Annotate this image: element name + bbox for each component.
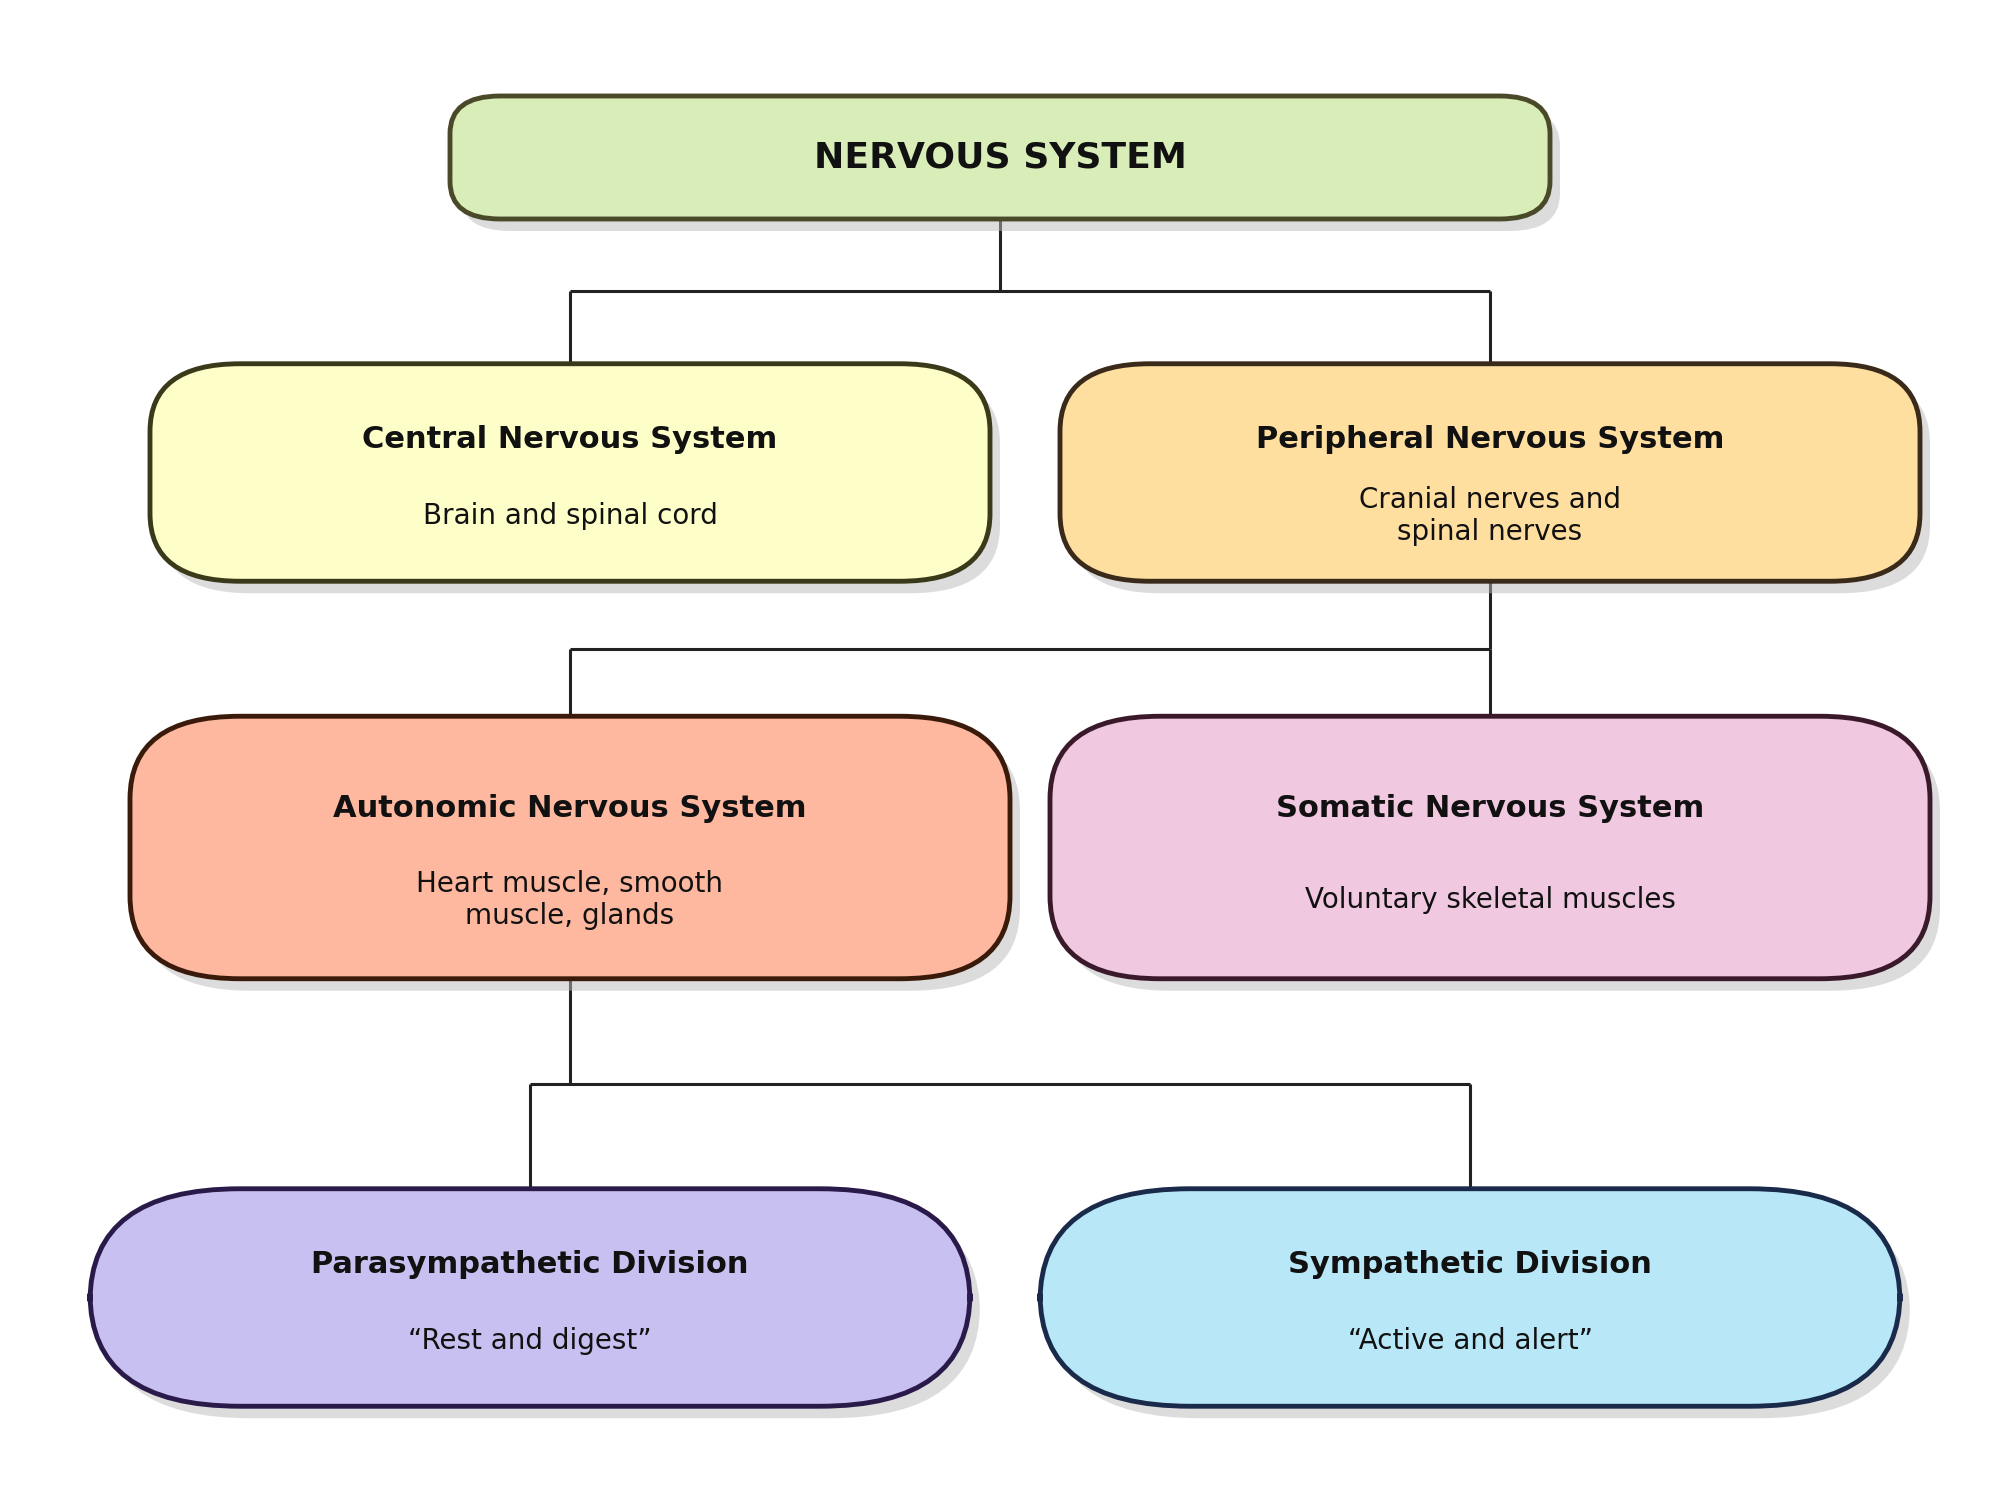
Text: Sympathetic Division: Sympathetic Division xyxy=(1288,1251,1652,1280)
Text: “Rest and digest”: “Rest and digest” xyxy=(408,1328,652,1354)
Text: Heart muscle, smooth
muscle, glands: Heart muscle, smooth muscle, glands xyxy=(416,870,724,930)
FancyBboxPatch shape xyxy=(1060,364,1920,580)
FancyBboxPatch shape xyxy=(450,96,1550,219)
FancyBboxPatch shape xyxy=(1040,1188,1900,1407)
FancyBboxPatch shape xyxy=(150,364,990,580)
Text: “Active and alert”: “Active and alert” xyxy=(1348,1328,1592,1354)
Text: Somatic Nervous System: Somatic Nervous System xyxy=(1276,794,1704,822)
Text: Voluntary skeletal muscles: Voluntary skeletal muscles xyxy=(1304,886,1676,914)
Text: Parasympathetic Division: Parasympathetic Division xyxy=(312,1251,748,1280)
Text: Central Nervous System: Central Nervous System xyxy=(362,426,778,454)
Text: Peripheral Nervous System: Peripheral Nervous System xyxy=(1256,426,1724,454)
FancyBboxPatch shape xyxy=(1070,376,1930,594)
FancyBboxPatch shape xyxy=(1060,729,1940,990)
FancyBboxPatch shape xyxy=(140,729,1020,990)
Text: Brain and spinal cord: Brain and spinal cord xyxy=(422,503,718,530)
Text: NERVOUS SYSTEM: NERVOUS SYSTEM xyxy=(814,141,1186,174)
FancyBboxPatch shape xyxy=(1050,1200,1910,1419)
FancyBboxPatch shape xyxy=(1050,717,1930,980)
FancyBboxPatch shape xyxy=(100,1200,980,1419)
FancyBboxPatch shape xyxy=(90,1188,970,1407)
Text: Autonomic Nervous System: Autonomic Nervous System xyxy=(334,794,806,822)
FancyBboxPatch shape xyxy=(160,376,1000,594)
FancyBboxPatch shape xyxy=(460,108,1560,231)
Text: Cranial nerves and
spinal nerves: Cranial nerves and spinal nerves xyxy=(1360,486,1620,546)
FancyBboxPatch shape xyxy=(130,717,1010,980)
